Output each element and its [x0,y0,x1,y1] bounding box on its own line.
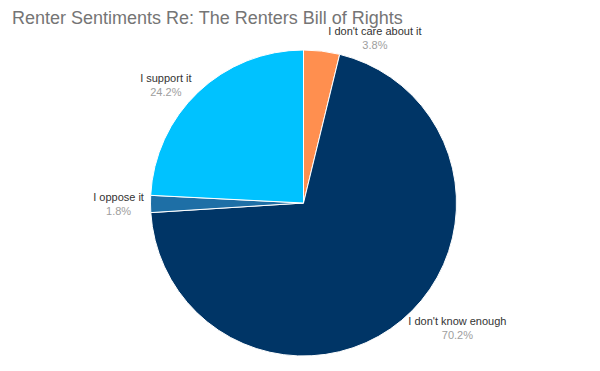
svg-text:I oppose it1.8%: I oppose it1.8% [93,191,144,217]
svg-text:Renter Sentiments Re: The Rent: Renter Sentiments Re: The Renters Bill o… [12,8,403,28]
svg-text:I don't care about it3.8%: I don't care about it3.8% [328,25,421,51]
svg-text:I support it24.2%: I support it24.2% [140,72,191,98]
svg-text:I don't know enough70.2%: I don't know enough70.2% [408,315,506,341]
